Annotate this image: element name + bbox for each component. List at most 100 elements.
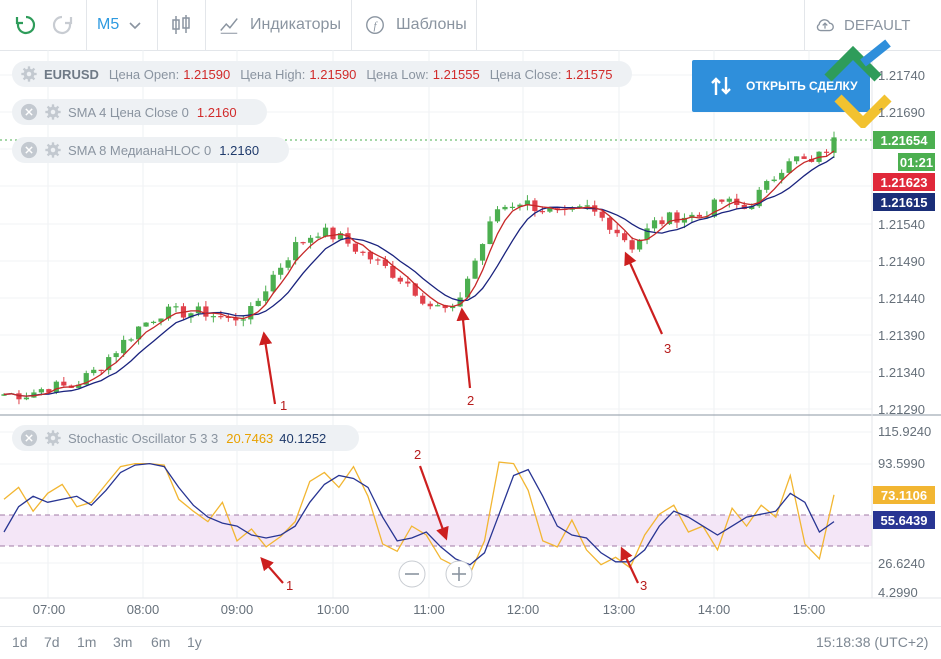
candle-bull [509, 206, 516, 209]
period-1y[interactable]: 1y [187, 634, 202, 650]
indicators-icon [220, 18, 238, 34]
clock: 15:18:38 (UTC+2) [816, 634, 929, 650]
candle-bull [435, 305, 441, 307]
candle-bear [741, 204, 747, 210]
candle-bear [801, 156, 807, 159]
gear-icon[interactable] [44, 429, 62, 447]
legend-low-value: 1.21555 [432, 66, 480, 82]
candle-bull [494, 209, 501, 222]
candle-bear [233, 317, 239, 321]
close-icon[interactable] [20, 429, 38, 447]
candle-bull [38, 389, 44, 393]
candle-bull [711, 199, 717, 217]
gear-icon[interactable] [20, 65, 38, 83]
candle-bull [487, 221, 493, 245]
candle-bear [397, 277, 403, 282]
stochastic-k-tag: 73.1106 [873, 486, 935, 504]
legend-stochastic[interactable]: Stochastic Oscillator 5 3 3 20.7463 40.1… [12, 425, 359, 451]
redo-icon[interactable] [50, 13, 74, 37]
sma4-line [3, 150, 835, 397]
legend-ohlc[interactable]: EURUSD Цена Open: 1.21590 Цена High: 1.2… [12, 61, 632, 87]
chevron-down-icon [129, 22, 141, 30]
sma4-price-tag: 1.21623 [873, 173, 935, 191]
candle-bull [337, 233, 344, 240]
current-price-tag: 1.21654 [873, 131, 935, 149]
candle-bull [636, 239, 643, 250]
candle-bull [23, 397, 30, 400]
time-axis-label: 12:00 [506, 602, 540, 617]
candle-bull [285, 260, 291, 268]
candle-bear [696, 214, 703, 217]
svg-text:f: f [373, 20, 378, 32]
period-7d[interactable]: 7d [44, 634, 60, 650]
annotation-arrow [456, 307, 472, 389]
period-1m[interactable]: 1m [77, 634, 97, 650]
candlestick-chart-icon[interactable] [169, 13, 193, 37]
price-axis-label: 1.21690 [878, 105, 925, 120]
zoom-controls [398, 560, 473, 588]
price-axis-label: 1.21290 [878, 402, 925, 417]
candle-bull [278, 267, 284, 275]
candle-bull [135, 326, 142, 340]
legend-sma4[interactable]: SMA 4 Цена Close 0 1.2160 [12, 99, 267, 125]
candle-bull [315, 236, 321, 238]
templates-icon: f [366, 16, 384, 34]
candle-bear [375, 259, 381, 261]
candles [1, 131, 837, 405]
templates-button[interactable]: f Шаблоны [364, 0, 467, 50]
candle-bear [442, 305, 448, 309]
candle-bull [113, 353, 119, 358]
candle-bull [479, 244, 486, 261]
candle-bull [255, 300, 261, 307]
undo-icon[interactable] [14, 13, 38, 37]
annotation-label-price-1: 1 [280, 398, 288, 413]
indicators-button[interactable]: Индикаторы [218, 0, 341, 50]
sma4-label: SMA 4 Цена Close 0 [68, 104, 189, 120]
timeframe-label: M5 [97, 16, 120, 33]
candle-bull [128, 339, 134, 341]
time-axis-label: 09:00 [220, 602, 254, 617]
price-axis-label: 1.21540 [878, 217, 925, 232]
candle-bull [726, 198, 732, 202]
period-3m[interactable]: 3m [113, 634, 133, 650]
legend-high-value: 1.21590 [309, 66, 357, 82]
sma8-price-tag: 1.21615 [873, 193, 935, 211]
candle-bull [307, 237, 314, 243]
candle-bear [599, 211, 605, 218]
time-axis-label: 07:00 [32, 602, 66, 617]
candle-bull [106, 357, 112, 371]
candle-bear [360, 251, 366, 253]
candle-bull [263, 291, 269, 301]
period-6m[interactable]: 6m [151, 634, 171, 650]
candle-bull [472, 260, 478, 279]
candle-bear [300, 242, 306, 244]
legend-sma8[interactable]: SMA 8 МедианаHLOC 0 1.2160 [12, 137, 289, 163]
stochastic-d-tag: 55.6439 [873, 511, 935, 529]
gear-icon[interactable] [44, 141, 62, 159]
close-icon[interactable] [20, 103, 38, 121]
candle-bear [674, 212, 680, 223]
layout-button[interactable]: DEFAULT [814, 0, 910, 50]
candle-bull [794, 156, 800, 162]
gear-icon[interactable] [44, 103, 62, 121]
legend-close-value: 1.21575 [565, 66, 613, 82]
annotation-label-stoch-2: 2 [414, 447, 422, 462]
sma4-value: 1.2160 [196, 104, 237, 120]
time-axis-label: 11:00 [413, 602, 445, 617]
candle-bear [823, 151, 830, 153]
candle-bull [240, 319, 246, 321]
annotation-arrow [620, 546, 639, 584]
candle-bear [412, 283, 418, 296]
candle-bull [517, 204, 523, 207]
candle-bull [450, 306, 456, 309]
period-1d[interactable]: 1d [12, 634, 28, 650]
timeframe-select[interactable]: M5 [97, 0, 143, 50]
legend-high-label: Цена High: [240, 66, 306, 82]
stochastic-axis-label: 93.5990 [878, 456, 925, 471]
stochastic-label: Stochastic Oscillator 5 3 3 [68, 430, 219, 446]
close-icon[interactable] [20, 141, 38, 159]
candle-bull [322, 227, 329, 237]
candle-bull [779, 172, 785, 180]
legend-open-label: Цена Open: [108, 66, 180, 82]
brand-logo [824, 39, 892, 128]
